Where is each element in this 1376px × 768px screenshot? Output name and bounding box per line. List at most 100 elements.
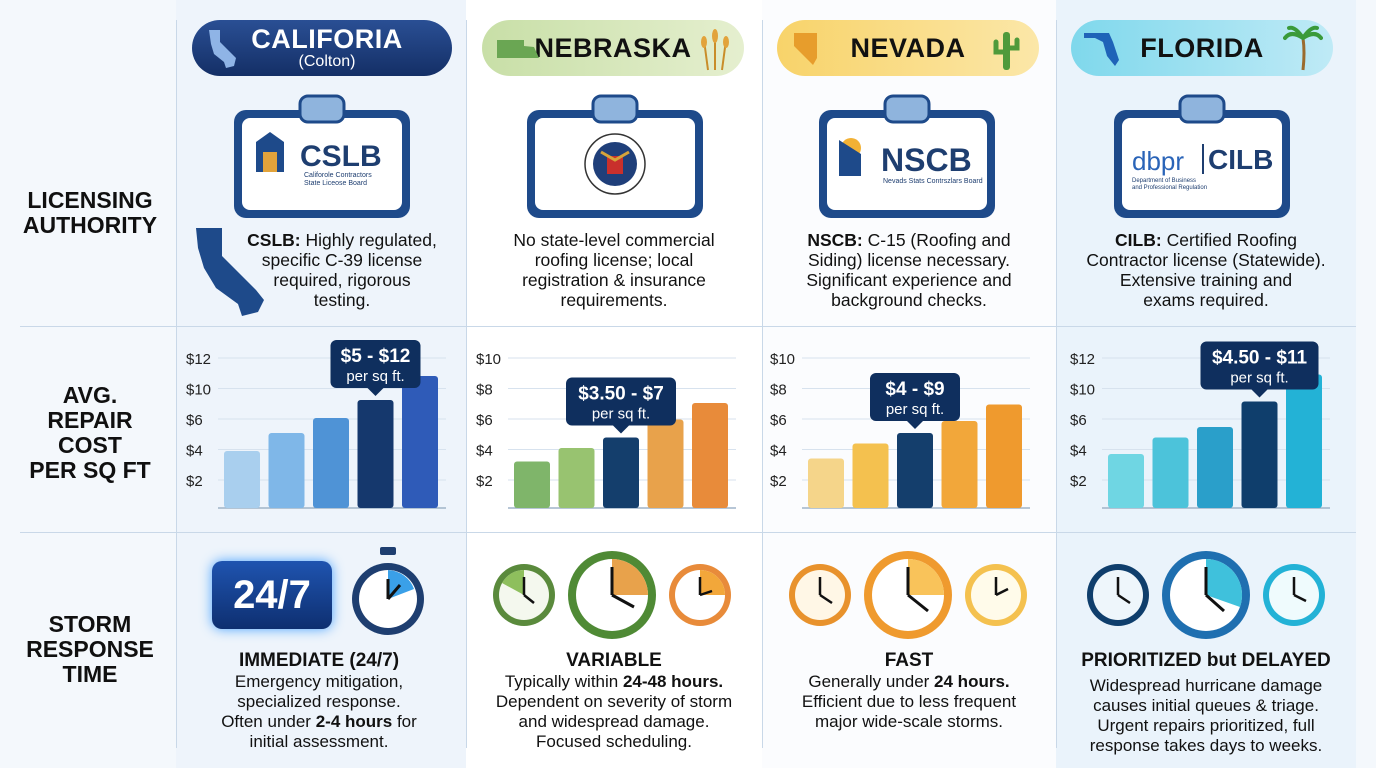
row-label-line: COST	[58, 432, 122, 458]
response-description: Emergency mitigation, specialized respons…	[196, 672, 442, 752]
florida-response: PRIORITIZED but DELAYED Widespread hurri…	[1066, 650, 1346, 756]
clock-icon	[1162, 551, 1250, 639]
response-line: causes initial queues & triage.	[1066, 696, 1346, 716]
callout-price: $4.50 - $11	[1212, 348, 1308, 369]
row-label-line: AVG.	[62, 382, 118, 408]
row-label-cost: AVG. REPAIR COST PER SQ FT	[10, 383, 170, 483]
callout-pointer	[367, 388, 384, 396]
nevada-description: NSCB: C-15 (Roofing and Siding) license …	[772, 230, 1046, 310]
divider	[762, 20, 763, 748]
tick-label: $10	[770, 351, 795, 368]
price-callout	[870, 373, 960, 421]
response-text: major wide-scale storms.	[815, 712, 1003, 731]
desc-bold: CILB:	[1115, 230, 1162, 250]
cost-bar	[224, 451, 260, 508]
24-7-badge: 24/7	[212, 561, 332, 629]
response-text: initial assessment.	[249, 732, 389, 751]
clipboard-icon	[819, 94, 995, 218]
response-text: Efficient due to less frequent	[801, 692, 1017, 711]
price-callout	[566, 377, 676, 426]
clock-icon	[864, 551, 952, 639]
nscb-logo-card: NSCB Nevads Stats Contrszlars Board	[817, 92, 997, 222]
desc-line: Extensive training and	[1119, 270, 1293, 290]
response-line: Urgent repairs prioritized, full	[1066, 716, 1346, 736]
desc-line: testing.	[313, 290, 371, 310]
california-header: CALIFORIA (Colton)	[192, 20, 452, 76]
logo-subtext: Department of Business and Professional …	[1132, 178, 1207, 192]
state-name: CALIFORIA	[251, 24, 403, 54]
desc-line: Certified Roofing	[1166, 230, 1297, 250]
response-text: Urgent repairs prioritized, full	[1097, 716, 1315, 735]
tick-label: $10	[476, 351, 501, 368]
response-line: Emergency mitigation,	[196, 672, 442, 692]
logo-subtext: Nevads Stats Contrszlars Board	[883, 178, 983, 185]
response-text: Emergency mitigation,	[234, 672, 404, 691]
logo-subtext-line: Califorole Contractors	[304, 172, 372, 179]
logo-text: NSCB	[881, 142, 972, 178]
tick-label: $6	[770, 412, 787, 429]
desc-line: Highly regulated,	[305, 230, 437, 250]
response-text: response takes days to weeks.	[1089, 736, 1323, 755]
row-label-line: LICENSING	[27, 187, 153, 213]
desc-bold: NSCB:	[807, 230, 863, 250]
nebraska-response: VARIABLE Typically within 24-48 hours. De…	[476, 650, 752, 752]
response-line: Focused scheduling.	[476, 732, 752, 752]
cost-bar	[1108, 454, 1144, 508]
desc-line: specific C-39 license	[261, 250, 423, 270]
cost-bar	[1286, 374, 1322, 508]
desc-line: roofing license; local	[534, 250, 694, 270]
state-subtitle: (Colton)	[298, 53, 356, 70]
palm-tree-icon	[1283, 25, 1323, 71]
callout-unit: per sq ft.	[1230, 370, 1288, 387]
logo-subtext: Califorole Contractors State Liceose Boa…	[304, 172, 372, 188]
cost-bar	[1197, 427, 1233, 508]
row-label-line: RESPONSE	[26, 636, 154, 662]
response-line: Typically within 24-48 hours.	[476, 672, 752, 692]
divider	[466, 20, 467, 748]
tick-label: $6	[186, 412, 203, 429]
row-divider	[20, 326, 1356, 327]
desc-line: Significant experience and	[806, 270, 1012, 290]
clipboard-icon	[234, 94, 410, 218]
cost-bar	[268, 433, 305, 508]
clock-icon	[568, 551, 656, 639]
desc-line: exams required.	[1143, 290, 1269, 310]
cost-bar	[852, 443, 889, 508]
california-map-icon	[196, 228, 264, 316]
24-7-text: 24/7	[233, 572, 311, 617]
tick-label: $4	[476, 443, 493, 460]
desc-line: requirements.	[560, 290, 668, 310]
clock-icon	[493, 564, 555, 626]
tick-label: $12	[1070, 351, 1095, 368]
california-description: CSLB: Highly regulated, specific C-39 li…	[222, 230, 462, 310]
cslb-logo-card: CSLB Califorole Contractors State Liceos…	[232, 92, 412, 222]
desc-line: Siding) license necessary.	[808, 250, 1010, 270]
response-title: IMMEDIATE (24/7)	[238, 650, 400, 671]
nevada-header: NEVADA	[777, 20, 1039, 76]
desc-line: required, rigorous	[273, 270, 411, 290]
cost-bar	[692, 403, 728, 508]
callout-pointer	[1251, 389, 1268, 398]
response-description: Typically within 24-48 hours. Dependent o…	[476, 672, 752, 752]
state-name: FLORIDA	[1140, 32, 1264, 63]
nebraska-response-icons	[493, 551, 731, 639]
tick-label: $2	[476, 473, 493, 490]
nevada-response: FAST Generally under 24 hours. Efficient …	[772, 650, 1046, 732]
response-text: causes initial queues & triage.	[1093, 696, 1319, 715]
callout-pointer	[907, 421, 923, 429]
response-text: for	[392, 712, 417, 731]
wheat-icon	[701, 29, 729, 71]
response-bold: 24 hours.	[934, 672, 1010, 691]
response-line: Efficient due to less frequent	[772, 692, 1046, 712]
tick-label: $4	[770, 443, 787, 460]
desc-line: No state-level commercial	[513, 230, 715, 250]
response-title: PRIORITIZED but DELAYED	[1081, 650, 1331, 671]
response-line: Widespread hurricane damage	[1066, 676, 1346, 696]
price-callout	[1200, 341, 1319, 390]
row-label-storm: STORM RESPONSE TIME	[10, 612, 170, 687]
clock-icon	[1087, 564, 1149, 626]
callout-unit: per sq ft.	[592, 406, 650, 423]
